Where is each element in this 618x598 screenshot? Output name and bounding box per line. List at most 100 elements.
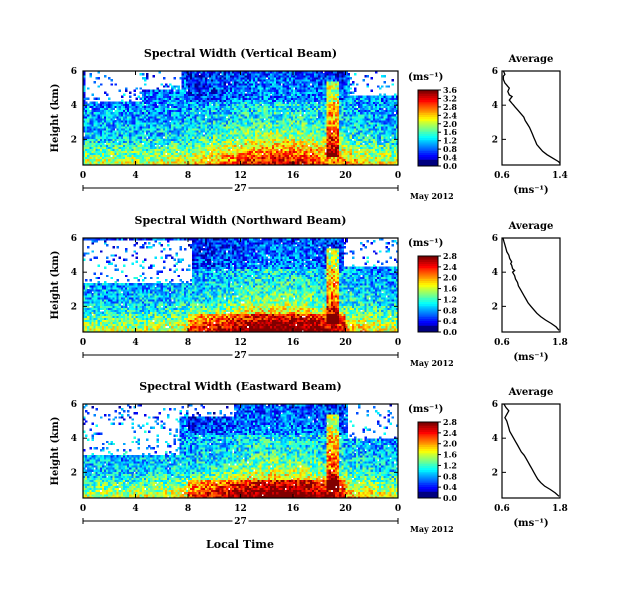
heatmap-cell [324, 162, 327, 166]
heatmap-cell [89, 122, 92, 125]
heatmap-cell [213, 83, 216, 86]
heatmap-cell [188, 146, 191, 149]
heatmap-cell [242, 71, 246, 74]
heatmap-cell [152, 109, 155, 113]
heatmap-cell [181, 144, 185, 147]
heatmap-cell [230, 99, 233, 102]
heatmap-cell [297, 138, 300, 141]
heatmap-cell [85, 162, 88, 166]
heatmap-cell [156, 113, 159, 117]
heatmap-cell [209, 83, 212, 86]
heatmap-cell [181, 162, 185, 166]
heatmap-cell [101, 126, 105, 129]
heatmap-cell [274, 128, 277, 131]
heatmap-cell [215, 115, 218, 119]
heatmap-cell [106, 156, 109, 160]
heatmap-cell [265, 140, 269, 143]
heatmap-cell [276, 77, 279, 80]
heatmap-cell [198, 142, 201, 145]
heatmap-cell [185, 142, 189, 145]
heatmap-cell [139, 87, 143, 90]
heatmap-cell [97, 77, 101, 80]
heatmap-cell [120, 113, 124, 117]
heatmap-cell [253, 128, 256, 131]
heatmap-cell [143, 138, 147, 141]
heatmap-cell [314, 109, 317, 113]
heatmap-cell [85, 126, 88, 129]
heatmap-cell [242, 95, 246, 98]
heatmap-cell [173, 99, 176, 102]
heatmap-cell [95, 162, 99, 166]
heatmap-cell [297, 109, 300, 113]
heatmap-cell [305, 81, 309, 84]
heatmap-cell [269, 103, 273, 107]
heatmap-cell [293, 150, 296, 154]
heatmap-cell [293, 146, 296, 149]
heatmap-cell [116, 107, 120, 111]
heatmap-cell [248, 120, 252, 123]
heatmap-cell [299, 93, 302, 96]
heatmap-cell [236, 154, 239, 158]
heatmap-cell [108, 120, 111, 123]
heatmap-cell [225, 124, 229, 127]
heatmap-cell [114, 103, 117, 107]
heatmap-cell [297, 124, 300, 127]
heatmap-cell [225, 118, 229, 121]
heatmap-cell [215, 79, 218, 82]
heatmap-cell [179, 103, 183, 107]
heatmap-cell [238, 77, 241, 80]
heatmap-cell [326, 152, 330, 156]
heatmap-cell [93, 128, 96, 131]
heatmap-cell [209, 138, 212, 141]
heatmap-cell [259, 142, 262, 145]
heatmap-cell [85, 128, 88, 131]
heatmap-cell [97, 128, 101, 131]
heatmap-cell [269, 144, 273, 147]
heatmap-cell [190, 81, 193, 84]
heatmap-cell [213, 150, 216, 154]
heatmap-cell [261, 134, 264, 137]
heatmap-cell [251, 97, 254, 100]
heatmap-cell [259, 79, 262, 82]
heatmap-cell [152, 158, 155, 162]
heatmap-cell [299, 99, 302, 102]
heatmap-cell [183, 77, 187, 80]
heatmap-cell [225, 154, 229, 158]
heatmap-cell [194, 140, 197, 143]
heatmap-cell [167, 158, 170, 162]
heatmap-cell [120, 144, 124, 147]
heatmap-cell [112, 162, 115, 166]
heatmap-cell [332, 160, 336, 164]
heatmap-cell [232, 87, 235, 90]
heatmap-cell [158, 138, 162, 141]
heatmap-cell [171, 93, 174, 96]
heatmap-cell [204, 91, 208, 94]
heatmap-cell [324, 154, 327, 158]
heatmap-cell [198, 154, 201, 158]
heatmap-cell [120, 124, 124, 127]
heatmap-cell [269, 140, 273, 143]
heatmap-cell [108, 138, 111, 141]
heatmap-cell [198, 136, 201, 139]
heatmap-cell [297, 99, 300, 102]
heatmap-cell [316, 128, 319, 131]
heatmap-cell [288, 148, 292, 152]
heatmap-cell [227, 107, 231, 111]
heatmap-cell [295, 160, 298, 164]
heatmap-cell [242, 93, 246, 96]
heatmap-cell [314, 160, 317, 164]
heatmap-cell [259, 138, 262, 141]
heatmap-cell [316, 77, 319, 80]
heatmap-cell [169, 126, 172, 129]
heatmap-cell [95, 142, 99, 145]
heatmap-cell [183, 134, 187, 137]
heatmap-cell [236, 134, 239, 137]
heatmap-cell [307, 138, 311, 141]
heatmap-cell [183, 128, 187, 131]
heatmap-cell [322, 142, 325, 145]
heatmap-cell [280, 113, 283, 117]
heatmap-cell [139, 136, 143, 139]
heatmap-cell [311, 150, 315, 154]
heatmap-cell [244, 152, 248, 156]
heatmap-cell [278, 160, 281, 164]
